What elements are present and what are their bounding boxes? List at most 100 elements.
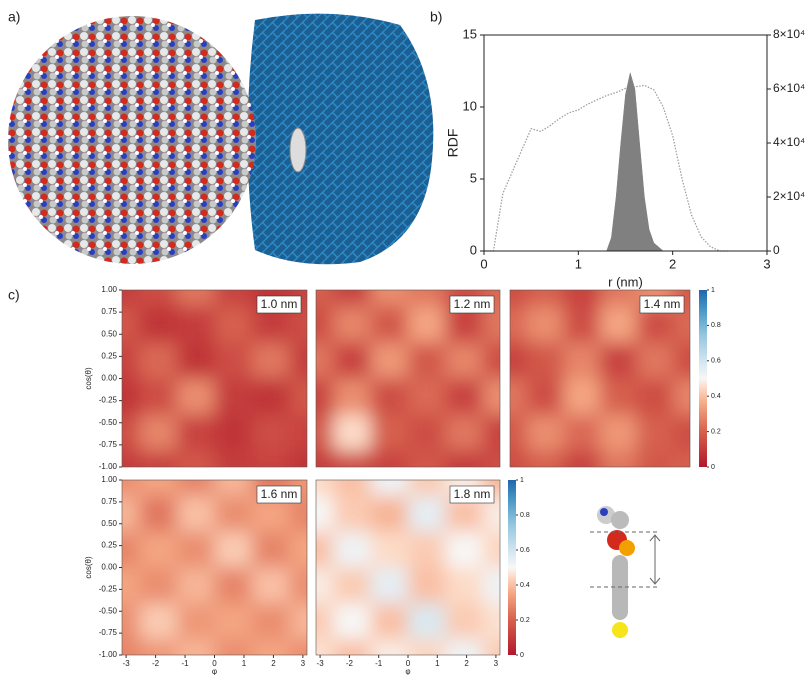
colorbar-tick-label: 0.2	[711, 428, 721, 435]
colorbar-tick-label: 0.6	[520, 547, 530, 554]
heatmap-cell	[316, 450, 334, 467]
heatmap-cell	[122, 378, 140, 416]
heatmap-cell	[214, 378, 253, 416]
heatmap-cell	[252, 531, 290, 568]
y2-tick-label: 2×10⁴	[773, 189, 805, 203]
x-tick-label: 2	[669, 256, 676, 271]
heatmap-cell	[333, 290, 372, 307]
heatmap-cell	[252, 639, 290, 655]
heatmap-cell	[214, 639, 253, 655]
heatmap-cell	[333, 495, 372, 533]
label-box	[449, 485, 495, 504]
heatmap-cell	[214, 495, 253, 533]
colorbar-tick-label: 0.4	[711, 393, 721, 400]
y-tick-label: 0.50	[101, 329, 117, 338]
panel-label: c)	[8, 287, 20, 303]
x-tick-label: 0	[406, 659, 411, 668]
heatmap-cell	[214, 290, 253, 307]
heatmap-cell	[177, 414, 215, 452]
heatmap-cell	[214, 531, 253, 568]
heatmap-cell	[408, 603, 446, 640]
heatmap-cell	[408, 495, 446, 533]
y-tick-label: 0.00	[101, 374, 117, 383]
heatmap-cell	[370, 603, 409, 640]
heatmap-cell	[122, 306, 140, 343]
heatmap-cell	[445, 378, 484, 416]
heatmap	[510, 290, 690, 467]
heatmap-cell	[214, 414, 253, 452]
heatmap-cell	[333, 450, 372, 467]
panel-frame	[509, 289, 691, 468]
heatmap-cell	[482, 603, 500, 640]
heatmap-cell	[370, 450, 409, 467]
heatmap-cell	[122, 450, 140, 467]
heatmap-cell	[408, 567, 446, 604]
heatmap-cell	[316, 306, 334, 343]
heatmap-cell	[177, 306, 215, 343]
heatmap-cell	[139, 531, 178, 568]
y-tick-label: 0.25	[101, 351, 117, 360]
heatmap-cell	[510, 342, 528, 379]
heatmap-cells	[316, 480, 500, 655]
heatmap-cell	[333, 639, 372, 655]
heatmap-cell	[370, 414, 409, 452]
y-tick-label: -0.50	[99, 606, 118, 615]
heatmap-cell	[600, 342, 638, 379]
heatmap-cell	[333, 603, 372, 640]
heatmap-cell	[510, 306, 528, 343]
heatmap-cell	[526, 290, 564, 307]
panel-label: b)	[430, 9, 442, 25]
heatmap-cell	[445, 450, 484, 467]
heatmap-cell	[333, 567, 372, 604]
heatmap-cell	[600, 290, 638, 307]
label-box	[449, 295, 495, 314]
heatmap-cell	[510, 450, 528, 467]
heatmap-cell	[510, 414, 528, 452]
ligand-rendering	[289, 127, 307, 173]
heatmap-cell	[333, 414, 372, 452]
heatmap-cell	[139, 306, 178, 343]
heatmap-cell	[526, 414, 564, 452]
heatmap-cell	[122, 342, 140, 379]
heatmap-cell	[139, 480, 178, 497]
heatmap-cell	[526, 450, 564, 467]
heatmap-cell	[408, 306, 446, 343]
heatmap-cell	[122, 531, 140, 568]
heatmap-cell	[563, 450, 601, 467]
heatmap-cell	[122, 414, 140, 452]
nanoparticle-rendering	[8, 16, 256, 264]
heatmap-cell	[139, 603, 178, 640]
heatmap-cell	[177, 495, 215, 533]
heatmap-cell	[370, 639, 409, 655]
heatmap-cell	[445, 639, 484, 655]
colorbar	[508, 480, 516, 655]
heatmap-cell	[482, 306, 500, 343]
heatmap-cell	[316, 342, 334, 379]
panel-frame	[315, 289, 501, 468]
heatmap-cell	[289, 567, 307, 604]
heatmap-cell	[316, 378, 334, 416]
y-tick-label: 0.75	[101, 307, 117, 316]
heatmap-cell	[316, 480, 334, 497]
heatmap-cell	[214, 306, 253, 343]
heatmap-cell	[252, 378, 290, 416]
heatmap-cell	[408, 290, 446, 307]
heatmap-cell	[482, 342, 500, 379]
y-tick-label: 0.50	[101, 519, 117, 528]
heatmap-cell	[636, 450, 674, 467]
micelle-rendering	[247, 13, 434, 265]
x-axis-label: r (nm)	[608, 274, 643, 289]
heatmap-cell	[563, 306, 601, 343]
x-tick-label: 1	[575, 256, 582, 271]
heatmap-cell	[214, 603, 253, 640]
heatmap-cells	[122, 480, 307, 655]
y-tick-label: 0.75	[101, 497, 117, 506]
heatmap-cell	[177, 450, 215, 467]
y-axis-label: cos(θ)	[84, 556, 93, 579]
line	[484, 84, 730, 252]
heatmap-cell	[526, 378, 564, 416]
heatmap-cell	[673, 450, 690, 467]
y-tick-label: -0.25	[99, 396, 118, 405]
molecule-sketch	[590, 506, 661, 638]
